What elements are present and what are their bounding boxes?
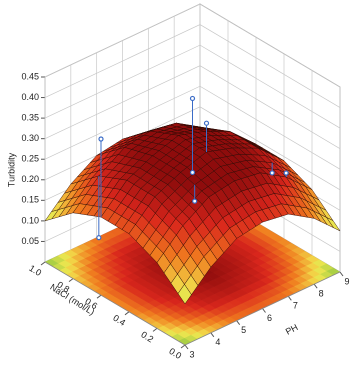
data-point — [189, 169, 196, 176]
y-tick — [68, 278, 74, 283]
x-tick-label: 9 — [344, 276, 349, 286]
x-tick — [313, 283, 318, 289]
x-tick-label: 8 — [319, 289, 324, 299]
y-tick-label: 0.0 — [167, 346, 183, 361]
z-tick-label: 0.15 — [21, 195, 39, 205]
x-tick — [184, 344, 189, 350]
y-tick-label: 1.0 — [27, 263, 43, 278]
y-tick — [124, 311, 130, 316]
z-tick-label: 0.20 — [21, 174, 39, 184]
z-tick-label: 0.10 — [21, 215, 39, 225]
x-tick — [262, 308, 266, 313]
x-tick-label: 7 — [293, 301, 298, 311]
x-tick-label: 4 — [215, 337, 220, 347]
x-tick-label: 6 — [267, 313, 272, 323]
z-tick-label: 0.35 — [21, 112, 39, 122]
x-tick — [210, 332, 215, 338]
data-point — [189, 95, 196, 102]
z-tick-label: 0.30 — [21, 133, 39, 143]
y-tick — [96, 294, 102, 299]
z-tick-label: 0.25 — [21, 154, 39, 164]
y-tick-label: 0.2 — [139, 329, 155, 344]
y-tick — [180, 344, 186, 349]
data-point — [203, 120, 210, 126]
y-tick-label: 0.4 — [111, 313, 127, 328]
z-axis-title: Turbidity — [6, 152, 16, 187]
data-point — [283, 170, 289, 176]
x-tick-label: 3 — [189, 349, 194, 359]
x-tick — [236, 320, 241, 325]
data-point — [269, 170, 275, 176]
data-point — [192, 198, 198, 204]
x-tick-label: 5 — [241, 325, 246, 335]
z-tick-label: 0.05 — [21, 236, 39, 246]
y-tick — [40, 261, 46, 266]
z-tick-label: 0.45 — [21, 71, 39, 81]
x-tick — [287, 296, 292, 301]
y-tick — [152, 327, 158, 332]
x-axis-title: PH — [284, 322, 300, 337]
surface-cell — [177, 283, 192, 305]
x-tick — [339, 271, 344, 277]
z-tick-label: 0.40 — [21, 92, 39, 102]
data-point — [96, 235, 102, 241]
axis-edge — [44, 261, 341, 346]
data-point — [98, 136, 104, 142]
